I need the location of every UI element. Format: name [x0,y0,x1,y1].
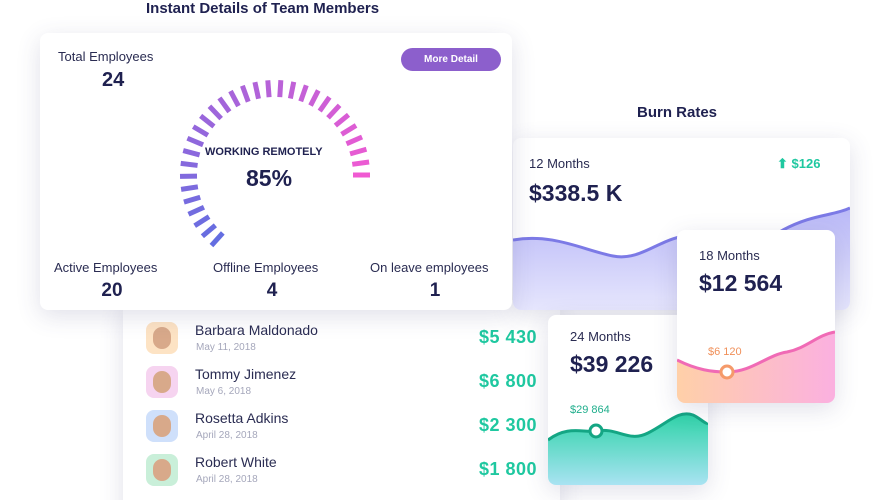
area-chart [548,412,708,485]
point [588,423,604,439]
member-amount: $5 430 [478,327,537,347]
member-date: May 11, 2018 [196,342,256,353]
gauge-tick [351,159,370,167]
area-chart [677,330,835,403]
gauge-tick [265,80,272,98]
gauge-tick [193,214,211,228]
gauge-tick [317,95,332,113]
stat-label: Offline Employees [213,260,319,275]
gauge-tick [180,184,199,192]
stat-value: 4 [266,280,278,301]
period: 18 Months [699,248,760,263]
member-date: May 6, 2018 [196,386,252,397]
gauge-tick [207,104,223,121]
section-title: Instant Details of Team Members [146,0,380,17]
gauge-tick [287,81,297,100]
burn-card: 18 Months $12 564 $6 120 [677,230,835,403]
avatar [146,410,178,442]
avatar [146,454,178,486]
gauge-tick [217,96,232,114]
point-label: $6 120 [708,346,742,358]
avatar [146,366,178,398]
member-name: Rosetta Adkins [195,410,289,426]
section-title: Burn Rates [637,104,718,121]
gauge-tick [340,123,358,137]
total-label: Total Employees [58,49,154,64]
stat-value: 1 [429,280,441,301]
stat-label: Active Employees [54,260,158,275]
point-label: $29 864 [570,404,610,416]
more-detail-button[interactable]: More Detail [401,48,501,71]
change: ⬆ $126 [777,156,821,171]
gauge-tick [240,84,251,103]
area [548,413,708,485]
gauge-tick [345,134,364,147]
total-value: 24 [102,69,125,91]
member-date: April 28, 2018 [196,430,258,441]
gauge-tick [200,223,217,239]
gauge-tick [252,81,261,100]
member-name: Robert White [195,454,277,470]
gauge-tick [199,113,216,129]
amount: $39 226 [570,351,654,377]
gauge-tick [186,135,205,148]
gauge-tick [187,204,206,217]
gauge-tick [191,124,210,138]
gauge-tick [349,146,368,157]
gauge-tick [308,89,321,107]
period: 24 Months [570,329,631,344]
member-amount: $2 300 [478,415,537,435]
stat-value: 20 [101,280,123,301]
gauge-tick [298,84,309,103]
team-card: Total Employees 24 More Detail WORKING R… [40,33,512,310]
point [719,364,735,380]
gauge-tick [180,160,198,168]
change-value: $126 [791,156,821,171]
gauge-tick [183,194,201,205]
gauge-label: WORKING REMOTELY [205,146,323,158]
line [677,330,835,374]
amount: $12 564 [699,270,783,296]
member-amount: $6 800 [478,371,537,391]
member-name: Barbara Maldonado [195,322,318,338]
avatar [146,322,178,354]
gauge-value: 85% [246,165,293,191]
member-date: April 28, 2018 [196,474,258,485]
gauge-tick [333,112,351,128]
member-name: Tommy Jimenez [195,366,297,382]
gauge-tick [326,103,342,120]
gauge-tick [182,148,201,158]
amount: $338.5 K [529,180,623,206]
period: 12 Months [529,156,590,171]
stat-label: On leave employees [370,260,489,275]
line [548,412,708,442]
gauge-tick [228,89,241,108]
members-card: Barbara Maldonado May 11, 2018 $5 430 Tommy… [123,300,560,500]
gauge-tick [209,231,225,248]
gauge-tick [277,80,284,98]
gauge [179,80,370,248]
member-amount: $1 800 [478,459,537,479]
